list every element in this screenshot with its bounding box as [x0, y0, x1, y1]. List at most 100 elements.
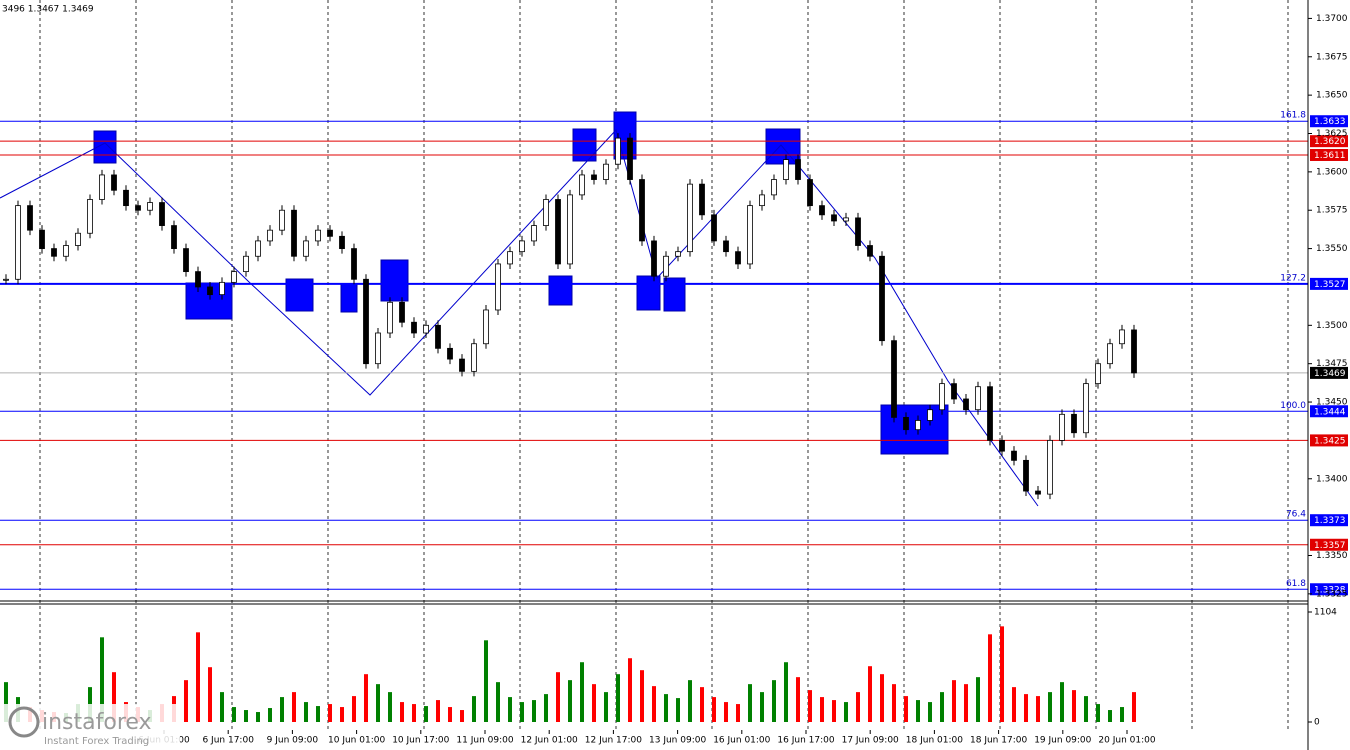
- zone: [880, 404, 949, 455]
- level-price-box: [1310, 405, 1348, 418]
- candle-body: [1083, 383, 1089, 434]
- candle-body: [195, 271, 201, 288]
- x-tick-label: 16 Jun 17:00: [777, 736, 834, 746]
- zone: [636, 275, 661, 311]
- candle-body: [1023, 459, 1029, 492]
- logo-name: instaforex: [42, 710, 152, 735]
- candle-body: [747, 205, 753, 265]
- candle-body: [279, 209, 285, 231]
- candle-body: [1035, 490, 1041, 495]
- candle-body: [1071, 413, 1077, 434]
- candle-body: [687, 183, 693, 253]
- candle-body: [111, 174, 117, 191]
- volume-bar: [364, 674, 368, 722]
- volume-bar: [892, 684, 896, 722]
- x-tick-label: 13 Jun 09:00: [649, 736, 706, 746]
- volume-bar: [256, 712, 260, 722]
- x-tick-label: 10 Jun 17:00: [392, 736, 449, 746]
- x-tick-label: 10 Jun 01:00: [328, 736, 385, 746]
- candle-body: [183, 248, 189, 273]
- candle-body: [627, 137, 633, 180]
- volume-bar: [532, 700, 536, 722]
- level-price-label: 1.3373: [1314, 516, 1346, 526]
- candle-body: [147, 202, 153, 211]
- volume-bar: [460, 710, 464, 722]
- y-tick-label: 1.3600: [1316, 167, 1348, 177]
- level-price-box: [1310, 135, 1348, 148]
- candle-body: [831, 214, 837, 222]
- candle-body: [807, 179, 813, 207]
- zone: [663, 277, 686, 312]
- candle-body: [759, 194, 765, 207]
- candle-body: [87, 199, 93, 234]
- candle-body: [987, 386, 993, 441]
- candle-body: [927, 409, 933, 421]
- volume-bar: [808, 690, 812, 722]
- volume-bar: [352, 696, 356, 722]
- volume-bar: [100, 637, 104, 722]
- volume-bar: [820, 697, 824, 722]
- level-price-label: 1.3328: [1314, 585, 1346, 595]
- y-tick-label: 1.3500: [1316, 321, 1348, 331]
- volume-bar: [112, 672, 116, 722]
- volume-bar: [1120, 707, 1124, 722]
- candle-body: [519, 240, 525, 253]
- volume-bar: [376, 684, 380, 722]
- volume-bar: [580, 662, 584, 722]
- candle-body: [879, 255, 885, 342]
- volume-bar: [652, 686, 656, 722]
- volume-bar: [1108, 710, 1112, 722]
- candle-body: [723, 240, 729, 253]
- volume-bar: [724, 702, 728, 722]
- volume-bar: [664, 694, 668, 722]
- volume-bar: [640, 670, 644, 722]
- volume-bar: [868, 666, 872, 722]
- volume-bar: [628, 658, 632, 722]
- volume-bar: [544, 694, 548, 722]
- candle-body: [615, 137, 621, 165]
- candle-body: [411, 321, 417, 334]
- level-price-box: [1310, 366, 1348, 379]
- candle-body: [39, 229, 45, 249]
- candle-body: [999, 440, 1005, 452]
- candle-body: [819, 205, 825, 216]
- level-price-box: [1310, 514, 1348, 527]
- candle-body: [663, 255, 669, 277]
- level-price-box: [1310, 277, 1348, 290]
- fib-label: 161.8: [1280, 111, 1306, 121]
- volume-bar: [448, 707, 452, 722]
- level-price-box: [1310, 148, 1348, 161]
- candle-body: [591, 174, 597, 180]
- candle-body: [207, 286, 213, 296]
- volume-bar: [400, 702, 404, 722]
- candle-body: [123, 189, 129, 207]
- candle-body: [1047, 440, 1053, 495]
- volume-bar: [1072, 690, 1076, 722]
- volume-bar: [496, 682, 500, 722]
- volume-tick-label: 0: [1314, 718, 1320, 728]
- volume-bar: [556, 672, 560, 722]
- volume-bar: [424, 706, 428, 722]
- y-tick-label: 1.3475: [1316, 359, 1348, 369]
- volume-bar: [880, 674, 884, 722]
- volume-bar: [328, 704, 332, 722]
- volume-bar: [796, 677, 800, 722]
- candles: [3, 133, 1137, 500]
- candle-body: [567, 194, 573, 265]
- volume-bar: [760, 692, 764, 722]
- volume-bar: [568, 680, 572, 722]
- candle-body: [939, 383, 945, 411]
- candle-body: [267, 229, 273, 242]
- volume-bar: [604, 692, 608, 722]
- candle-body: [771, 179, 777, 196]
- candle-body: [555, 199, 561, 265]
- candle-body: [387, 301, 393, 334]
- volume-tick-label: 1104: [1314, 608, 1337, 618]
- candle-body: [699, 183, 705, 216]
- logo-tagline: Instant Forex Trading: [44, 736, 149, 747]
- candle-body: [375, 332, 381, 365]
- volume-bar: [712, 697, 716, 722]
- candle-body: [483, 309, 489, 345]
- zone: [380, 259, 409, 302]
- candle-body: [735, 251, 741, 265]
